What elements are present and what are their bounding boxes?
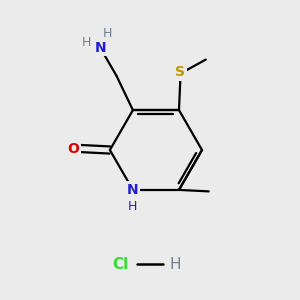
Text: N: N	[127, 183, 139, 197]
Text: N: N	[94, 41, 106, 55]
Text: Cl: Cl	[112, 257, 128, 272]
Text: H: H	[169, 257, 181, 272]
Text: S: S	[176, 65, 185, 80]
Text: H: H	[81, 36, 91, 49]
Text: H: H	[128, 200, 138, 213]
Text: H: H	[103, 27, 112, 40]
Text: O: O	[68, 142, 80, 155]
